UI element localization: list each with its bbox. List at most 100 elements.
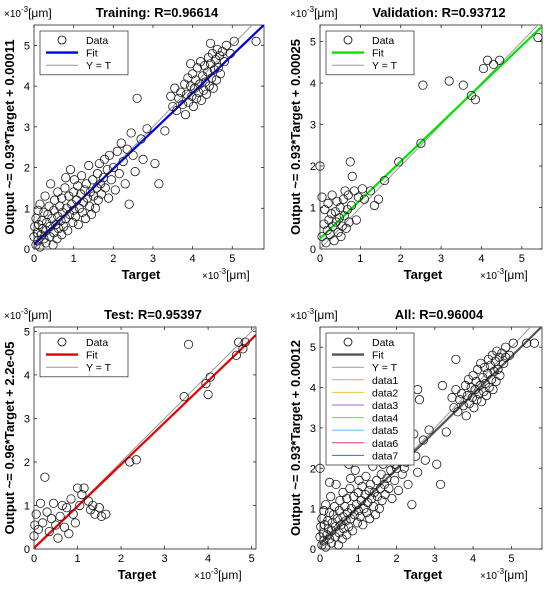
x-tick-label: 2 — [110, 253, 116, 265]
data-point — [63, 226, 73, 236]
x-axis-label: Target — [122, 267, 161, 282]
fit-line — [320, 327, 542, 545]
data-point — [79, 483, 89, 493]
x-exp-power: -3 — [497, 267, 505, 276]
data-point — [444, 76, 454, 86]
data-point — [473, 364, 483, 374]
data-point — [420, 455, 430, 465]
data-point — [339, 211, 349, 221]
data-point — [179, 392, 189, 402]
legend-label: Data — [372, 337, 394, 349]
data-point — [69, 205, 79, 215]
data-point — [461, 411, 471, 421]
data-point — [344, 217, 354, 227]
y-tick-label: 4 — [24, 81, 30, 93]
data-point — [88, 500, 98, 511]
y-tick-label: 3 — [310, 120, 316, 132]
y-axis-label: Output ~= 0.93*Target + 0.00012 — [288, 340, 303, 536]
data-point — [84, 160, 94, 171]
data-point — [114, 169, 124, 179]
y-tick-label: 3 — [24, 122, 30, 134]
x-exponent-label: ×10-3[μm] — [480, 567, 528, 582]
data-point — [64, 529, 74, 539]
data-point — [60, 183, 70, 193]
data-point — [76, 171, 87, 181]
data-point — [212, 44, 222, 55]
data-point — [326, 491, 336, 502]
y-exp-power: -3 — [307, 307, 315, 316]
data-point — [418, 435, 428, 445]
x-tick-label: 0 — [31, 553, 37, 565]
data-point — [112, 146, 122, 156]
data-point — [467, 393, 477, 403]
data-point — [104, 150, 114, 160]
data-point — [142, 124, 152, 134]
data-point — [71, 211, 81, 222]
data-point — [336, 231, 346, 242]
y-tick-label: 2 — [24, 457, 30, 469]
y-unit: [μm] — [314, 308, 338, 322]
data-point — [180, 110, 191, 120]
x-axis-label: Target — [404, 267, 443, 282]
y-unit: [μm] — [28, 308, 52, 322]
x-exp-power: -3 — [211, 567, 219, 576]
y-exp-power: -3 — [307, 5, 315, 14]
y-tick-label: 4 — [310, 383, 316, 395]
data-point — [373, 194, 384, 204]
y-exponent-label: ×10-3[μm] — [4, 5, 52, 20]
legend-label: Y = T — [86, 362, 112, 374]
data-point — [225, 48, 235, 59]
data-point — [315, 463, 325, 473]
data-point — [458, 80, 468, 90]
data-point — [418, 80, 428, 90]
legend-marker — [343, 35, 353, 45]
y-exp-power: -3 — [21, 5, 29, 14]
y-tick-label: 1 — [310, 504, 316, 516]
data-point — [73, 219, 84, 230]
legend-label: Data — [86, 337, 108, 349]
data-point — [219, 57, 229, 67]
data-point — [208, 83, 218, 93]
data-point — [435, 479, 446, 490]
data-point — [192, 63, 202, 73]
x-unit: [μm] — [218, 568, 242, 582]
y-tick-label: 0 — [24, 244, 30, 256]
data-point — [334, 213, 344, 223]
x-tick-label: 5 — [508, 553, 514, 565]
x-exp-power: -3 — [219, 267, 227, 276]
data-point — [172, 105, 182, 116]
legend-label: Fit — [86, 48, 98, 60]
y-tick-label: 2 — [310, 161, 316, 173]
data-point — [472, 395, 482, 405]
data-point — [331, 479, 341, 490]
data-point — [508, 338, 518, 348]
plot-lines — [34, 327, 256, 549]
data-point — [432, 459, 442, 469]
data-point — [118, 156, 128, 167]
legend-marker — [343, 337, 353, 347]
data-point — [320, 204, 330, 215]
data-point — [46, 179, 56, 189]
y-tick-label: 5 — [24, 40, 30, 52]
data-point — [69, 175, 80, 185]
data-point — [93, 195, 103, 205]
data-point — [213, 63, 223, 73]
data-point — [488, 384, 498, 395]
data-point — [453, 407, 463, 417]
data-point — [231, 350, 242, 360]
data-point — [57, 193, 67, 203]
data-point — [359, 194, 369, 204]
x-tick-label: 5 — [519, 253, 525, 265]
data-point — [100, 183, 110, 193]
plot-lines — [34, 25, 264, 249]
data-point — [136, 134, 146, 144]
legend-label: data7 — [372, 450, 398, 462]
data-point — [70, 518, 80, 528]
y-unit: [μm] — [28, 6, 52, 20]
y-tick-label: 3 — [24, 413, 30, 425]
data-point — [468, 370, 478, 381]
x-tick-label: 5 — [249, 553, 255, 565]
x-tick-label: 4 — [470, 553, 476, 565]
